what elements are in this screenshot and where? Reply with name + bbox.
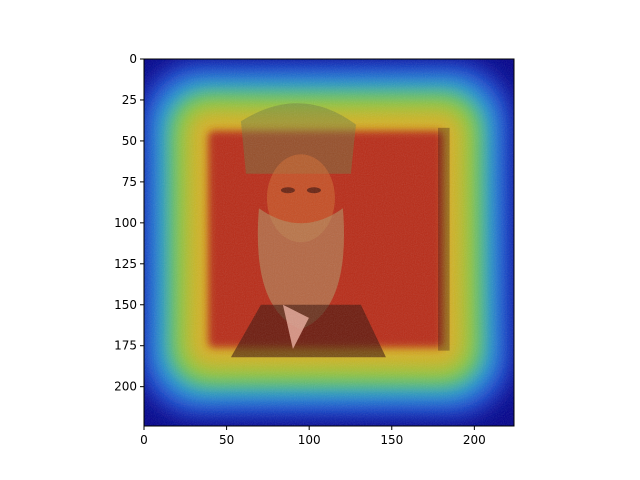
x-tick-label: 200 (463, 433, 486, 447)
x-tick-label: 150 (380, 433, 403, 447)
y-tick-label: 175 (114, 339, 137, 353)
x-tick-label: 50 (219, 433, 234, 447)
y-tick-label: 50 (122, 134, 137, 148)
y-tick-label: 75 (122, 175, 137, 189)
y-tick-label: 125 (114, 257, 137, 271)
y-tick-label: 150 (114, 298, 137, 312)
axes-frame (143, 58, 515, 427)
image-noise (144, 59, 514, 426)
x-axis: 0 50 100 150 200 (140, 426, 486, 447)
x-tick-label: 0 (140, 433, 148, 447)
y-axis: 0 25 50 75 100 125 150 175 200 (114, 52, 144, 394)
y-tick-label: 0 (129, 52, 137, 66)
y-tick-label: 200 (114, 380, 137, 394)
x-tick-label: 100 (298, 433, 321, 447)
y-tick-label: 100 (114, 216, 137, 230)
y-tick-label: 25 (122, 93, 137, 107)
plot-area (144, 59, 514, 426)
